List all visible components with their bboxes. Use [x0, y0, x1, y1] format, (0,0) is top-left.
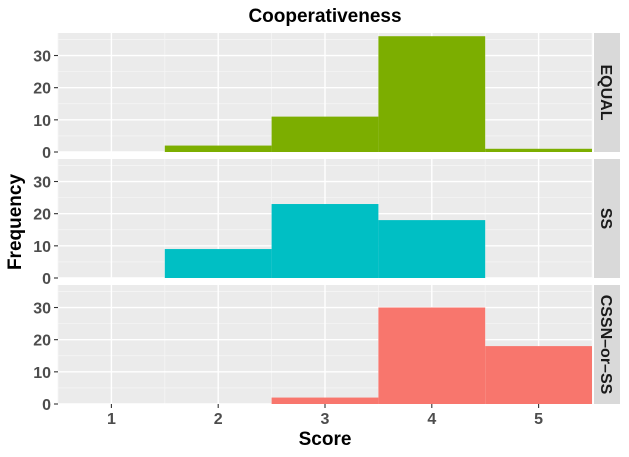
histogram-bar [378, 220, 486, 278]
histogram-bar [271, 116, 379, 152]
y-tick-label: 20 [33, 207, 51, 224]
facet-strip-label: CSSN–or–SS [597, 295, 614, 395]
y-tick-label: 20 [33, 81, 51, 98]
facet-panel-equal: 0 10 20 30 EQUAL [33, 33, 620, 162]
facet-panel-ss: 0 10 20 30 SS [33, 159, 620, 288]
chart-title: Cooperativeness [248, 6, 401, 27]
y-tick-label: 10 [33, 113, 51, 130]
y-tick-label: 0 [42, 397, 51, 414]
x-axis-title: Score [299, 429, 352, 450]
y-tick-label: 30 [33, 49, 51, 66]
x-tick-label: 4 [427, 411, 436, 428]
histogram-bar [485, 346, 592, 404]
y-tick-label: 30 [33, 301, 51, 318]
histogram-bar [378, 307, 486, 404]
facet-panel-cssn-or-ss: 0 10 20 30 CSSN–or–SS [33, 285, 620, 414]
y-tick-label: 0 [42, 145, 51, 162]
histogram-bar [271, 204, 379, 278]
facet-strip-label: SS [597, 208, 614, 230]
y-tick-label: 10 [33, 365, 51, 382]
facet-strip [594, 285, 620, 404]
y-tick-label: 10 [33, 239, 51, 256]
histogram-bar [271, 397, 379, 404]
y-tick-label: 30 [33, 175, 51, 192]
x-tick-label: 2 [214, 411, 223, 428]
histogram-bar [485, 148, 592, 152]
histogram-bar [378, 36, 486, 152]
facet-panels: 0 10 20 30 EQUAL 0 10 20 30 SS 0 10 20 30 CSSN–or–SS 1 2… [33, 33, 620, 428]
facet-strip-label: EQUAL [597, 65, 614, 121]
histogram-bar [164, 249, 272, 278]
facet-strip [594, 33, 620, 152]
y-axis-title: Frequency [5, 174, 26, 271]
x-tick-label: 5 [534, 411, 543, 428]
histogram-bar [164, 145, 272, 152]
x-tick-label: 1 [107, 411, 116, 428]
y-tick-label: 20 [33, 333, 51, 350]
y-tick-label: 0 [42, 271, 51, 288]
facet-strip [594, 159, 620, 278]
x-tick-label: 3 [321, 411, 330, 428]
